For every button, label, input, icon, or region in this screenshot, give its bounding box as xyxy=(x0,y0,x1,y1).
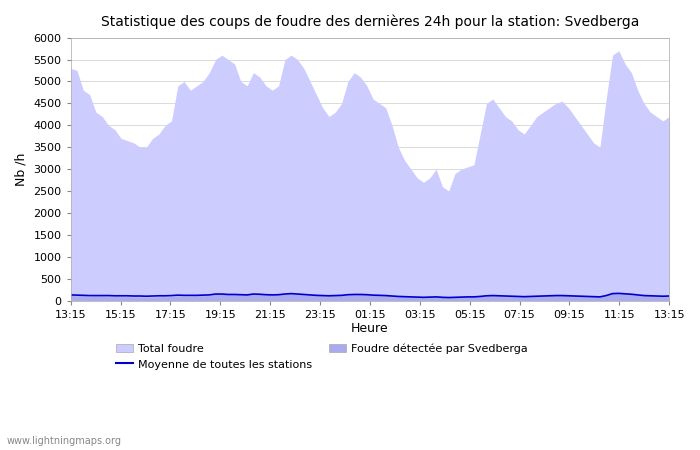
Text: www.lightningmaps.org: www.lightningmaps.org xyxy=(7,436,122,446)
Title: Statistique des coups de foudre des dernières 24h pour la station: Svedberga: Statistique des coups de foudre des dern… xyxy=(101,15,639,30)
Y-axis label: Nb /h: Nb /h xyxy=(15,153,28,186)
Legend: Total foudre, Moyenne de toutes les stations, Foudre détectée par Svedberga: Total foudre, Moyenne de toutes les stat… xyxy=(111,339,533,374)
X-axis label: Heure: Heure xyxy=(351,322,388,335)
